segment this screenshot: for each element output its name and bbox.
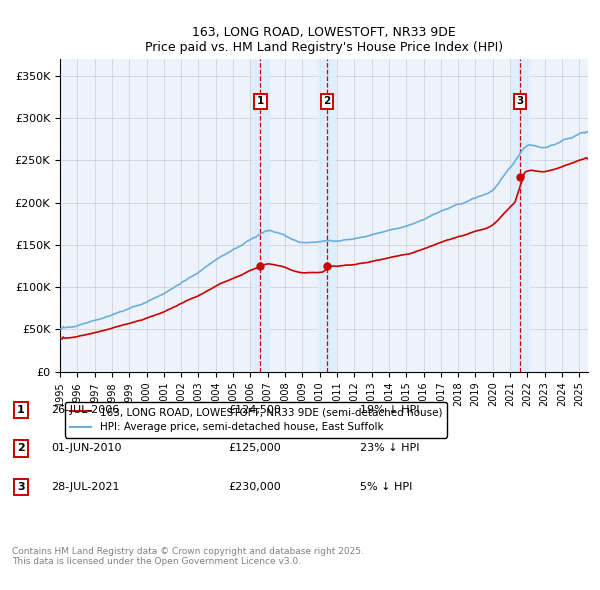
Bar xyxy=(251,59,269,372)
Text: 01-JUN-2010: 01-JUN-2010 xyxy=(51,444,121,453)
Text: Contains HM Land Registry data © Crown copyright and database right 2025.
This d: Contains HM Land Registry data © Crown c… xyxy=(12,547,364,566)
Text: 19% ↓ HPI: 19% ↓ HPI xyxy=(360,405,419,415)
Text: 3: 3 xyxy=(17,482,25,491)
Text: 1: 1 xyxy=(17,405,25,415)
Text: £230,000: £230,000 xyxy=(228,482,281,491)
Legend: 163, LONG ROAD, LOWESTOFT, NR33 9DE (semi-detached house), HPI: Average price, s: 163, LONG ROAD, LOWESTOFT, NR33 9DE (sem… xyxy=(65,402,447,438)
Text: 3: 3 xyxy=(517,96,524,106)
Text: 5% ↓ HPI: 5% ↓ HPI xyxy=(360,482,412,491)
Text: 2: 2 xyxy=(323,96,331,106)
Text: 26-JUL-2006: 26-JUL-2006 xyxy=(51,405,119,415)
Text: 23% ↓ HPI: 23% ↓ HPI xyxy=(360,444,419,453)
Text: £124,500: £124,500 xyxy=(228,405,281,415)
Bar xyxy=(318,59,335,372)
Title: 163, LONG ROAD, LOWESTOFT, NR33 9DE
Price paid vs. HM Land Registry's House Pric: 163, LONG ROAD, LOWESTOFT, NR33 9DE Pric… xyxy=(145,26,503,54)
Text: 28-JUL-2021: 28-JUL-2021 xyxy=(51,482,119,491)
Text: £125,000: £125,000 xyxy=(228,444,281,453)
Bar xyxy=(511,59,529,372)
Text: 1: 1 xyxy=(257,96,264,106)
Text: 2: 2 xyxy=(17,444,25,453)
